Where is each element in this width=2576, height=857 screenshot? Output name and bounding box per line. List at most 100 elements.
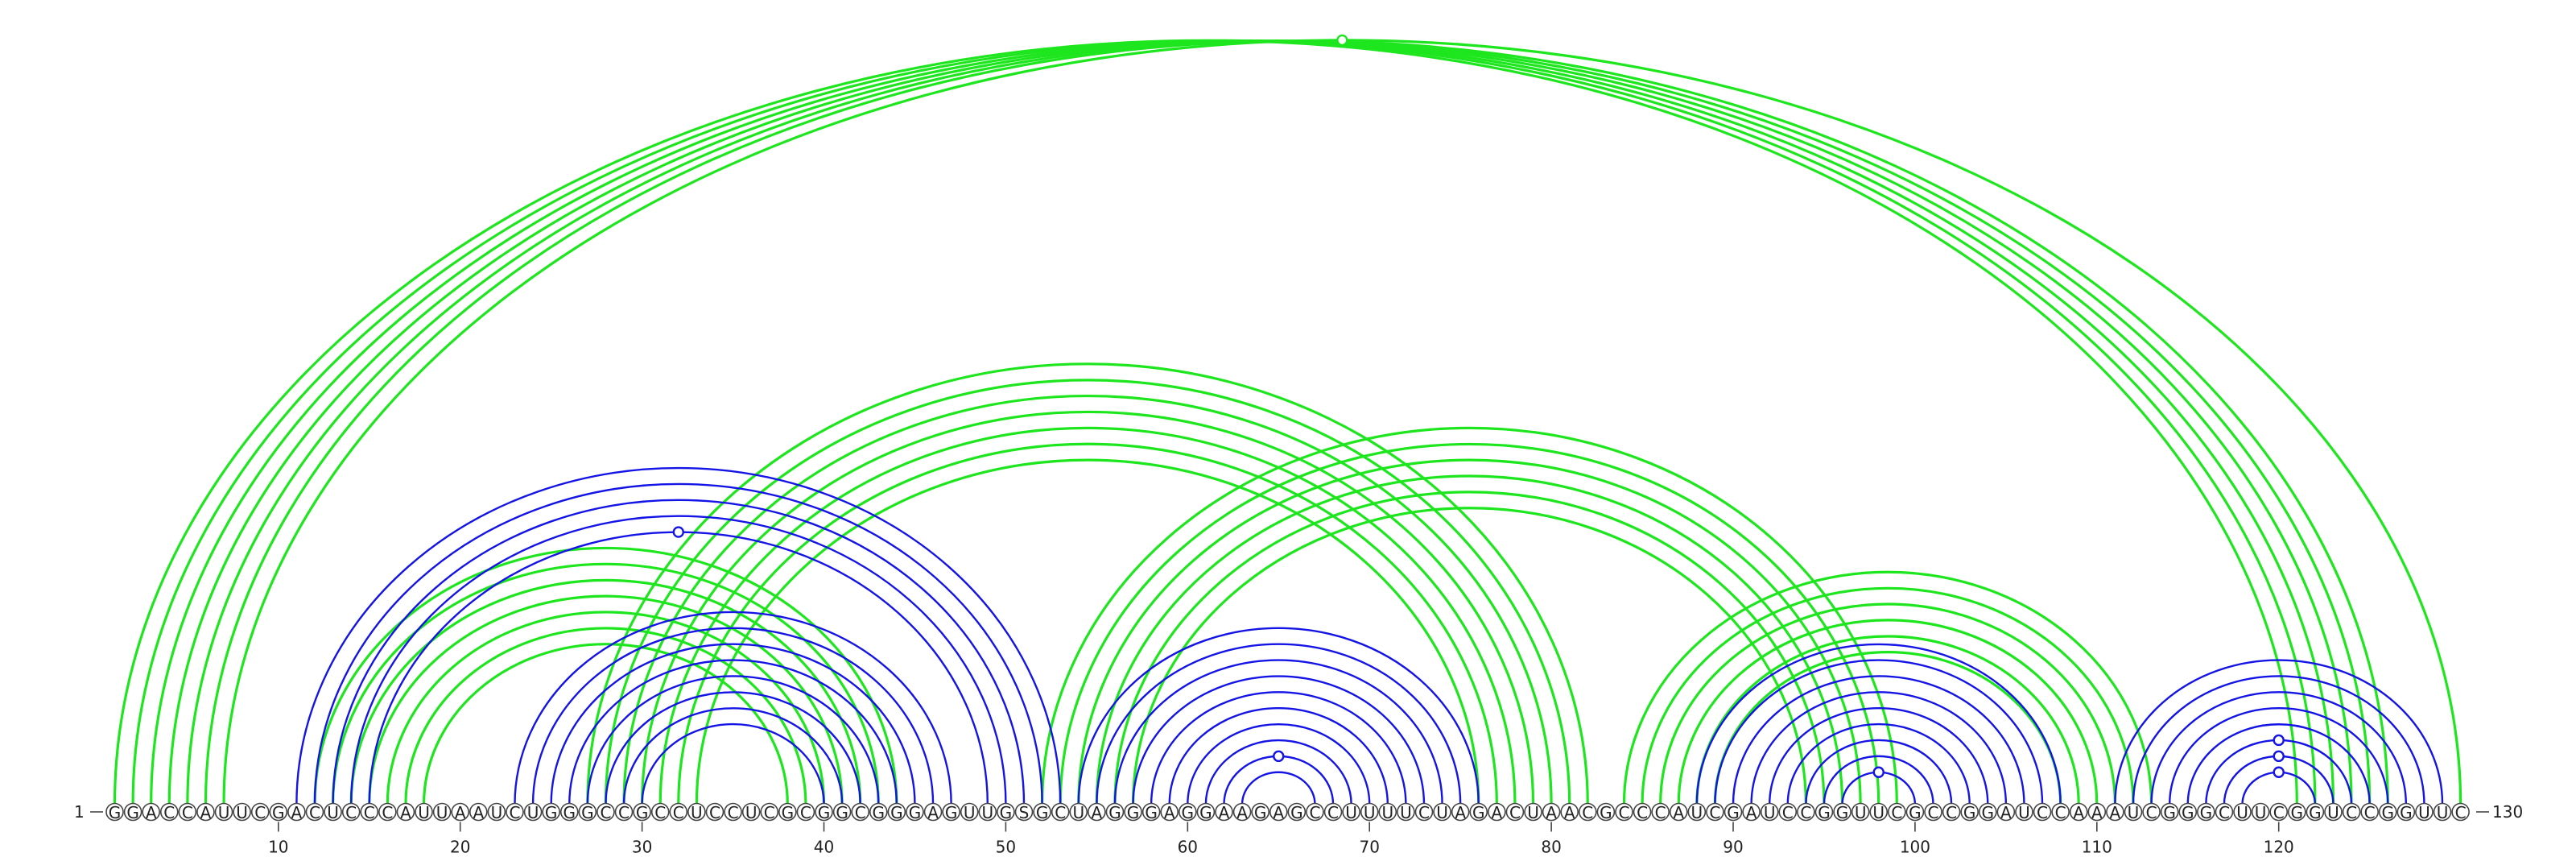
nucleotide-circle [233, 802, 251, 822]
nucleotide: G [942, 802, 960, 822]
nucleotide: U [214, 802, 233, 822]
nucleotide-letter: G [2291, 803, 2304, 822]
pseudoknot-arc [1095, 474, 1844, 805]
nucleotide-letter: A [1092, 803, 1103, 822]
pseudoknot-arc [1695, 635, 2080, 805]
nucleotide: U [978, 802, 997, 822]
nucleotide: C [705, 802, 724, 822]
nucleotide: U [1524, 802, 1542, 822]
nucleotide-circle [2378, 802, 2397, 822]
nucleotide-letter: A [1164, 803, 1175, 822]
nucleotide: U [2433, 802, 2452, 822]
arc-marker [2273, 750, 2285, 763]
nucleotide-circle [1833, 802, 1852, 822]
nucleotide: G [1469, 802, 1488, 822]
nucleotide: A [1215, 802, 1233, 822]
nucleotide: G [1033, 802, 1051, 822]
nucleotide: C [1924, 802, 1942, 822]
nested-arc [1786, 722, 1971, 805]
nucleotide: C [305, 802, 324, 822]
nucleotide-circle [778, 802, 797, 822]
nucleotide: C [1323, 802, 1343, 822]
nucleotide-circle [142, 802, 160, 822]
nucleotide: C [614, 802, 634, 822]
nucleotide: G [559, 802, 579, 822]
nucleotide-letter: U [1381, 803, 1393, 822]
nested-arc [1113, 659, 1443, 805]
nucleotide-letter: C [855, 803, 866, 822]
nucleotide-letter: U [2128, 803, 2140, 822]
nucleotide-letter: G [2200, 803, 2213, 822]
nucleotide: G [1905, 802, 1925, 822]
nucleotide: C [1651, 802, 1670, 822]
nucleotide: A [1232, 802, 1252, 822]
nucleotide-circle [669, 802, 688, 822]
nucleotide-letter: A [927, 803, 939, 822]
nucleotide: U [741, 802, 761, 822]
tick-label: 120 [2264, 838, 2294, 857]
nucleotide-circle [1888, 802, 1906, 822]
nucleotide: A [142, 802, 160, 822]
nucleotide: U [2124, 802, 2143, 822]
nucleotide-letter: U [2327, 803, 2339, 822]
arc-marker [1273, 750, 1285, 763]
nucleotide-circle [1797, 802, 1815, 822]
nucleotide-letter: G [1963, 803, 1976, 822]
nucleotide-letter: C [1418, 803, 1430, 822]
nucleotide-circle [1051, 802, 1070, 822]
nucleotide-letter: G [2163, 803, 2176, 822]
nucleotide: U [1069, 802, 1088, 822]
nucleotide-letter: C [364, 803, 375, 822]
nested-arc [1768, 707, 1989, 805]
nucleotide-letter: A [1673, 803, 1684, 822]
nucleotide: A [1542, 802, 1561, 822]
nucleotide-circle [1488, 802, 1506, 822]
arc-marker [672, 526, 684, 538]
nested-arc [1204, 739, 1352, 805]
nucleotide-circle [469, 802, 488, 822]
nucleotide-letter: A [200, 803, 212, 822]
nucleotide-circle [159, 802, 179, 822]
nucleotide: C [378, 802, 397, 822]
tick-label: 90 [1723, 838, 1743, 857]
nucleotide: G [2288, 802, 2306, 822]
nucleotide-letter: U [691, 803, 703, 822]
nucleotide-letter: C [254, 803, 266, 822]
nucleotide-circle [1342, 802, 1360, 822]
nucleotide: C [650, 802, 670, 822]
nucleotide-circle [396, 802, 415, 822]
pseudoknot-arc [1622, 570, 2153, 805]
nucleotide-circle [415, 802, 433, 822]
nucleotide-circle [997, 802, 1015, 822]
nucleotide: U [523, 802, 543, 822]
nucleotide-letter: U [236, 803, 248, 822]
nucleotide-circle [760, 802, 779, 822]
nucleotide-circle [2160, 802, 2179, 822]
nucleotide: G [1251, 802, 1269, 822]
nucleotide: G [778, 802, 797, 822]
nested-arc [1750, 691, 2008, 805]
pseudoknot-arc [1131, 507, 1807, 805]
nucleotide-circle [942, 802, 960, 822]
nucleotide: U [1687, 802, 1707, 822]
nested-arc [1223, 755, 1335, 805]
nested-arcs [295, 466, 2444, 805]
nucleotide: C [1615, 802, 1633, 822]
nucleotide: U [487, 802, 506, 822]
nucleotide-circle [523, 802, 543, 822]
nucleotide-letter: U [1436, 803, 1448, 822]
nucleotide: G [2306, 802, 2325, 822]
nucleotide: G [633, 802, 651, 822]
nucleotide-letter: C [2273, 803, 2285, 822]
nucleotide-letter: G [1818, 803, 1831, 822]
nucleotide-circle [2087, 802, 2107, 822]
nucleotide-circle [2015, 802, 2033, 822]
nucleotide-letter: G [1036, 803, 1049, 822]
nucleotide: A [2106, 802, 2124, 822]
nucleotide-circle [1687, 802, 1707, 822]
nucleotide-circle [1578, 802, 1597, 822]
nucleotide: A [196, 802, 215, 822]
nucleotide-circle [1814, 802, 1834, 822]
nucleotide-letter: G [873, 803, 886, 822]
